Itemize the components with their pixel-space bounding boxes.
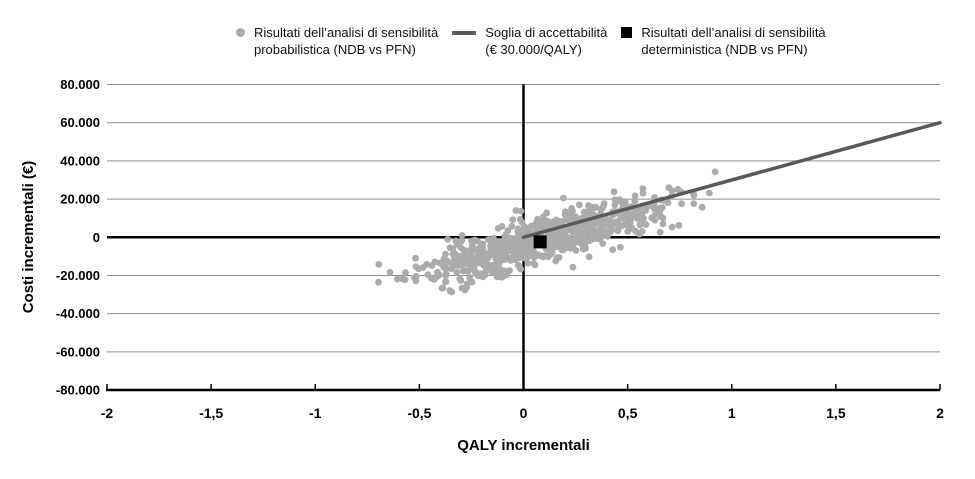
- x-tick-labels: -2 -1,5 -1 -0,5 0 0,5 1 1,5 2: [101, 405, 944, 421]
- svg-text:0,5: 0,5: [618, 405, 638, 421]
- x-axis-title: QALY incrementali: [457, 437, 590, 454]
- legend-item-label: Risultati dell’analisi di sensibilità pr…: [254, 25, 439, 57]
- svg-text:1,5: 1,5: [826, 405, 846, 421]
- svg-text:60.000: 60.000: [60, 115, 100, 130]
- svg-text:2: 2: [936, 405, 944, 421]
- legend-item-label: Risultati dell’analisi di sensibilità de…: [641, 25, 826, 57]
- square-legend-marker-icon: [621, 27, 633, 38]
- deterministic-result-marker: [533, 235, 547, 249]
- svg-text:80.000: 80.000: [60, 77, 100, 92]
- line-legend-marker-icon: [452, 30, 477, 35]
- svg-text:-1: -1: [309, 405, 322, 421]
- y-axis-title: Costi incrementali (€): [20, 160, 37, 314]
- legend-item-label: Soglia di accettabilità (€ 30.000/QALY): [485, 25, 608, 57]
- svg-text:-80.000: -80.000: [56, 383, 100, 398]
- y-tick-labels: 80.000 60.000 40.000 20.000 0 -20.000 -40.000 -…: [56, 77, 100, 398]
- svg-text:20.000: 20.000: [60, 192, 100, 207]
- svg-text:1: 1: [728, 405, 736, 421]
- x-axis-ticks: [106, 384, 941, 390]
- dot-legend-marker-icon: [236, 28, 245, 37]
- chart-legend: Risultati dell’analisi di sensibilità pr…: [236, 24, 826, 58]
- svg-text:-60.000: -60.000: [56, 344, 100, 359]
- svg-text:-20.000: -20.000: [56, 268, 100, 283]
- svg-text:-2: -2: [101, 405, 114, 421]
- svg-text:-1,5: -1,5: [199, 405, 223, 421]
- svg-text:-40.000: -40.000: [56, 306, 100, 321]
- svg-text:40.000: 40.000: [60, 153, 100, 168]
- svg-text:0: 0: [520, 405, 528, 421]
- svg-text:0: 0: [93, 230, 100, 245]
- acceptability-threshold-line: [521, 120, 942, 239]
- legend-item: Risultati dell’analisi di sensibilità pr…: [236, 24, 438, 58]
- svg-text:-0,5: -0,5: [407, 405, 431, 421]
- legend-item: Soglia di accettabilità (€ 30.000/QALY): [452, 24, 607, 58]
- legend-item: Risultati dell’analisi di sensibilità de…: [621, 24, 826, 58]
